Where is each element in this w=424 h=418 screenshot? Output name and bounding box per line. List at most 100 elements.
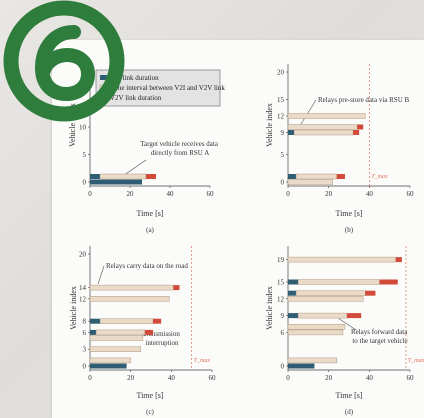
legend-label-v2v: V2V link duration xyxy=(110,94,162,102)
panel-d-bar-gap xyxy=(287,324,346,330)
panel-b-bar-gap xyxy=(287,124,358,130)
panel-b-x-tick-label: 0 xyxy=(286,190,290,198)
panel-d-x-tick-label: 40 xyxy=(366,374,374,382)
panel-c-x-label: Time [s] xyxy=(136,391,163,400)
panel-a-x-tick-label: 0 xyxy=(88,190,92,198)
panel-d-y-tick-label: 9 xyxy=(281,312,285,320)
panel-d-x-tick-label: 0 xyxy=(286,374,290,382)
legend-label-v2i: V2I link duration xyxy=(110,74,159,82)
panel-b-x-tick-label: 20 xyxy=(325,190,333,198)
panel-c-bar-v2v xyxy=(173,285,180,291)
panel-b-bar-v2v xyxy=(353,130,360,135)
panel-c-y-tick-label: 8 xyxy=(83,318,87,326)
panel-b-subtitle: (b) xyxy=(345,226,354,234)
panel-a-x-tick-label: 20 xyxy=(127,190,135,198)
panel-d: Time [s] (d) Vehicle index Relays forwar… xyxy=(265,246,410,416)
panel-a-x-tick-label: 60 xyxy=(207,190,215,198)
panel-a-bar-v2i xyxy=(90,174,100,179)
panel-b-bar-gap xyxy=(293,129,354,136)
panel-b-x-tick-label: 60 xyxy=(407,190,415,198)
panel-b-y-tick-label: 12 xyxy=(277,113,285,121)
panel-c-bar-v2v xyxy=(153,318,162,324)
panel-c-x-tick-label: 0 xyxy=(88,374,92,382)
panel-c-bar-v2i xyxy=(90,318,101,324)
panel-b-y-tick-label: 15 xyxy=(277,96,285,104)
panel-a-y-label: Vehicle index xyxy=(68,103,77,147)
panel-b-x-label: Time [s] xyxy=(335,209,362,218)
panel-c-bar-gap xyxy=(89,335,144,341)
panel-c-y-tick-label: 3 xyxy=(83,346,87,354)
panel-d-annotation-text: Relays forward data to the target vehicl… xyxy=(351,328,409,345)
panel-d-subtitle: (d) xyxy=(345,408,354,416)
panel-b-bar-gap xyxy=(287,179,333,185)
logo-ring xyxy=(3,0,125,122)
logo-digit-six xyxy=(34,25,96,102)
panel-d-y-tick-label: 0 xyxy=(281,363,285,371)
panel-d-bar-v2i xyxy=(288,279,299,285)
panel-c-annotation-interruption: Transmission interruption xyxy=(142,330,181,347)
panel-c-bar-gap xyxy=(89,296,170,302)
panel-d-bar-gap xyxy=(287,357,338,364)
panel-a-y-tick-label: 0 xyxy=(83,179,87,187)
panel-a-y-tick-label: 10 xyxy=(79,124,87,132)
panel-d-y-tick-label: 19 xyxy=(277,256,285,264)
panel-c-y-tick-label: 6 xyxy=(83,329,87,337)
panel-d-x-tick-label: 60 xyxy=(407,374,415,382)
panel-c-bar-gap xyxy=(99,318,154,324)
panel-d-y-tick-label: 12 xyxy=(277,295,285,303)
panel-b-y-tick-label: 5 xyxy=(281,151,285,159)
panel-d-bar-v2v xyxy=(379,279,398,285)
panel-c-subtitle: (c) xyxy=(146,408,154,416)
panel-d-x-label: Time [s] xyxy=(335,391,362,400)
panel-c-x-tick-label: 60 xyxy=(209,374,217,382)
panel-b-y-tick-label: 0 xyxy=(281,179,285,187)
panel-a-x-tick-label: 40 xyxy=(167,190,175,198)
panel-c-y-label: Vehicle index xyxy=(69,286,78,330)
panel-d-bar-gap xyxy=(295,290,366,296)
panel-b-bar-v2i xyxy=(288,174,297,179)
panel-d-bar-gap xyxy=(297,312,348,319)
panel-b-bar-gap xyxy=(287,113,366,119)
panel-c-bar-v2v xyxy=(144,329,154,335)
panel-d-bar-v2i xyxy=(288,313,299,319)
panel-a-subtitle: (a) xyxy=(146,226,154,234)
panel-d-y-label: Vehicle index xyxy=(265,286,274,330)
panel-d-y-tick-label: 15 xyxy=(277,279,285,287)
panel-c-bar-v2i xyxy=(90,363,127,369)
panel-d-bar-gap xyxy=(287,296,364,302)
number-six-logo xyxy=(3,0,125,122)
panel-c-annotation-relays: Relays carry data on the road xyxy=(106,262,188,270)
panel-d-bar-v2i xyxy=(288,363,315,369)
panel-a-x-label: Time [s] xyxy=(136,209,163,218)
panel-b-bar-v2v xyxy=(336,174,345,179)
panel-d-bar-v2i xyxy=(288,290,297,296)
panel-d-bar-v2v xyxy=(346,313,362,319)
panel-b-y-label: Vehicle index xyxy=(265,103,274,147)
panel-d-tmax-label: T_max xyxy=(408,358,424,364)
legend-swatch-v2i xyxy=(100,75,107,80)
panel-d-annotation-arrow xyxy=(337,317,357,331)
panel-b: Time [s] (b) Vehicle index Relays pre-st… xyxy=(265,64,410,234)
panel-c-x-tick-label: 40 xyxy=(168,374,176,382)
panel-d-bar-v2v xyxy=(395,257,402,263)
panel-b-bar-v2i xyxy=(288,130,295,135)
panel-a-bar-gap xyxy=(99,173,147,180)
panel-d-bar-gap xyxy=(287,329,344,336)
panel-a-bar-v2v xyxy=(146,174,156,179)
panel-c-annotation-relays-arrow xyxy=(97,265,105,285)
panel-a-y-tick-label: 5 xyxy=(83,151,87,159)
panel-b-y-tick-label: 20 xyxy=(277,69,285,77)
panel-c-bar-v2i xyxy=(90,329,97,335)
panel-d-bar-gap xyxy=(287,256,397,263)
panel-c-y-tick-label: 12 xyxy=(79,295,87,303)
panel-b-bar-gap xyxy=(295,173,338,180)
panel-d-y-tick-label: 6 xyxy=(281,329,285,337)
panel-b-x-tick-label: 40 xyxy=(366,190,374,198)
panel-b-annotation-text: Relays pre-store data via RSU B xyxy=(318,96,410,104)
panel-c-bar-gap xyxy=(89,284,174,291)
panel-c-tmax-label: T_max xyxy=(194,358,211,364)
panel-c-bar-gap xyxy=(89,346,142,352)
panel-c-y-tick-label: 20 xyxy=(79,251,87,259)
panel-c-x-tick-label: 20 xyxy=(127,374,135,382)
